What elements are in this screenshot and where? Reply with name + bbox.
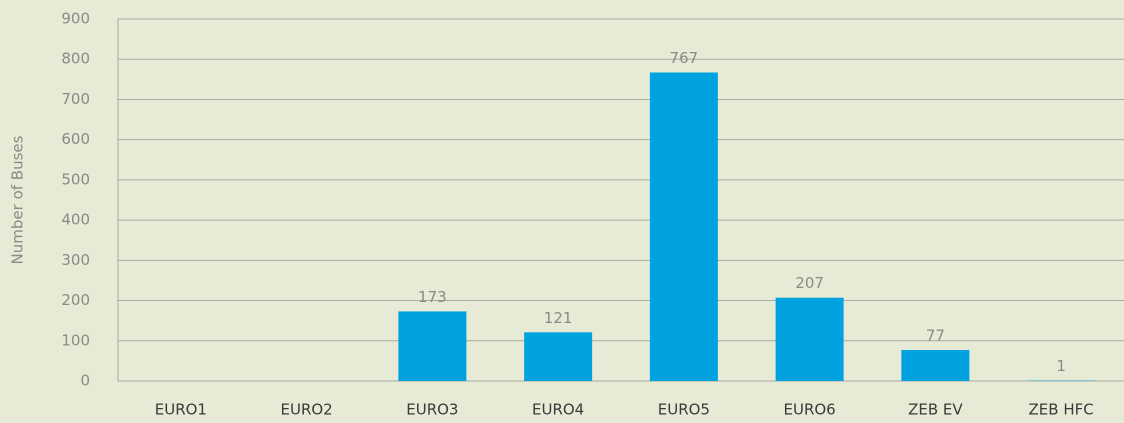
x-tick-label: EURO6 <box>784 401 836 419</box>
y-tick-label: 700 <box>61 90 90 108</box>
x-tick-label: EURO3 <box>406 401 458 419</box>
bar <box>901 350 970 381</box>
bar <box>775 297 844 381</box>
data-label: 121 <box>544 309 573 327</box>
data-label: 767 <box>670 49 699 67</box>
bar <box>649 72 718 382</box>
x-tick-label: ZEB EV <box>908 401 963 419</box>
y-tick-label: 500 <box>61 170 90 188</box>
y-tick-label: 200 <box>61 291 90 309</box>
x-tick-label: EURO5 <box>658 401 710 419</box>
y-tick-label: 400 <box>61 211 90 229</box>
bar <box>398 311 467 381</box>
y-tick-label: 0 <box>80 372 90 390</box>
x-tick-label: EURO1 <box>155 401 207 419</box>
data-label: 1 <box>1056 357 1066 375</box>
x-tick-label: EURO4 <box>532 401 584 419</box>
bar <box>524 332 593 381</box>
y-tick-label: 300 <box>61 251 90 269</box>
x-tick-label: ZEB HFC <box>1029 401 1094 419</box>
data-label: 207 <box>795 274 824 292</box>
y-tick-label: 900 <box>61 10 90 28</box>
data-label: 77 <box>926 327 945 345</box>
y-tick-label: 600 <box>61 130 90 148</box>
x-tick-label: EURO2 <box>281 401 333 419</box>
data-label: 173 <box>418 288 447 306</box>
y-axis-label: Number of Buses <box>9 135 27 264</box>
y-tick-label: 100 <box>61 331 90 349</box>
y-tick-label: 800 <box>61 50 90 68</box>
